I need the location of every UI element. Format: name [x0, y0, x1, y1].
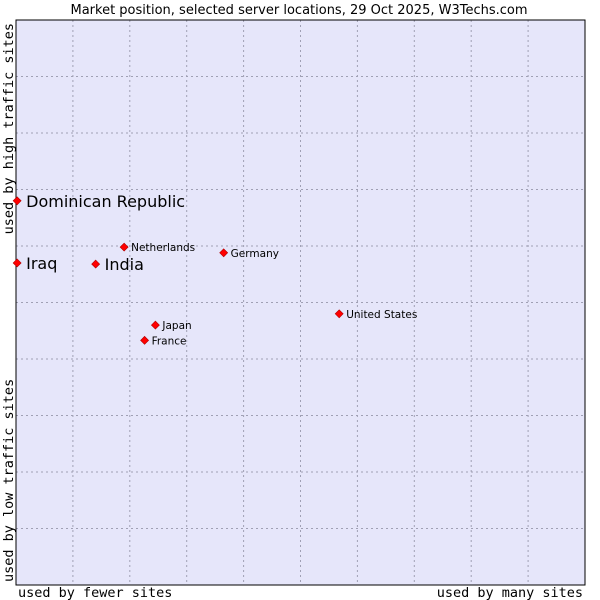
point-label-france: France — [152, 335, 187, 347]
y-axis-label-high: used by high traffic sites — [1, 23, 17, 234]
data-point-japan: Japan — [150, 320, 192, 332]
point-label-netherlands: Netherlands — [131, 242, 195, 254]
point-label-germany: Germany — [231, 248, 279, 260]
y-axis-label-low: used by low traffic sites — [1, 379, 17, 582]
point-marker-netherlands — [119, 242, 129, 252]
chart-title: Market position, selected server locatio… — [70, 3, 527, 18]
point-marker-united-states — [334, 309, 344, 319]
data-point-india: India — [91, 255, 144, 274]
data-point-dominican-republic: Dominican Republic — [12, 192, 185, 211]
x-axis-label-high: used by many sites — [437, 585, 583, 600]
plot-border — [15, 19, 586, 586]
point-label-united-states: United States — [346, 309, 417, 321]
data-point-netherlands: Netherlands — [119, 242, 195, 254]
point-marker-iraq — [12, 258, 22, 268]
data-point-france: France — [140, 335, 187, 347]
point-marker-france — [140, 335, 150, 345]
grid-lines — [16, 20, 585, 585]
point-label-dominican-republic: Dominican Republic — [26, 192, 185, 211]
point-marker-india — [91, 259, 101, 269]
data-point-iraq: Iraq — [12, 254, 57, 273]
point-label-japan: Japan — [161, 320, 191, 332]
point-label-iraq: Iraq — [26, 254, 57, 273]
point-marker-dominican-republic — [12, 196, 22, 206]
point-marker-japan — [150, 320, 160, 330]
point-marker-germany — [219, 248, 229, 258]
data-point-united-states: United States — [334, 309, 417, 321]
x-axis-label-low: used by fewer sites — [18, 585, 172, 600]
point-label-india: India — [105, 255, 144, 274]
data-point-germany: Germany — [219, 248, 279, 260]
